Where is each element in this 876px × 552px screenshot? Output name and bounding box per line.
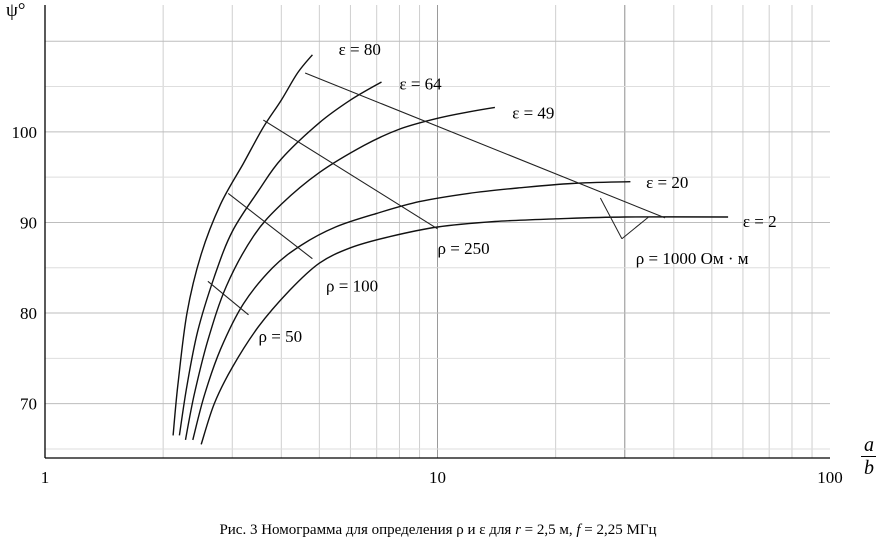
curve-label: ε = 49	[512, 103, 554, 122]
rho-1000-leader-line	[621, 216, 649, 240]
isoline-3	[304, 72, 666, 219]
caption-prefix: Рис. 3 Номограмма для определения ρ и ε …	[219, 522, 516, 538]
x-axis-title: a b	[859, 434, 876, 479]
series-line-1	[178, 81, 382, 436]
curve-label: ρ = 50	[259, 327, 303, 346]
curve-label: ε = 64	[399, 74, 442, 93]
y-tick-label: 80	[20, 304, 37, 323]
isoline-0	[207, 280, 249, 316]
series-line-4	[200, 216, 729, 445]
x-tick-label: 100	[817, 468, 843, 487]
y-tick-label: 90	[20, 213, 37, 232]
y-axis-title: ψ°	[6, 0, 26, 21]
figure-caption: Рис. 3 Номограмма для определения ρ и ε …	[0, 522, 876, 539]
axes	[44, 5, 830, 459]
caption-r-variable: r	[515, 522, 521, 538]
series-line-2	[184, 106, 496, 441]
isoline-2	[263, 119, 438, 230]
caption-f-value: = 2,25 МГц	[580, 522, 657, 538]
caption-f-variable: f	[576, 522, 581, 538]
curve-label: ε = 2	[743, 212, 777, 231]
series-line-3	[192, 181, 631, 441]
fraction-bar	[861, 456, 876, 457]
isolines	[207, 72, 666, 316]
rho-1000-leader-line	[599, 197, 623, 239]
series-curves	[172, 54, 729, 445]
series-line-0	[172, 54, 313, 436]
grid-lines	[45, 5, 830, 458]
y-tick-label: 100	[12, 123, 38, 142]
curve-label: ε = 20	[646, 173, 688, 192]
x-axis-title-denominator: b	[864, 457, 874, 479]
curve-label: ρ = 100	[326, 276, 378, 295]
curve-label: ε = 80	[339, 40, 381, 59]
y-tick-label: 70	[20, 395, 37, 414]
x-tick-label: 1	[41, 468, 50, 487]
curve-label: ρ = 1000 Ом · м	[636, 249, 749, 268]
isoline-1	[227, 193, 313, 260]
caption-r-value: = 2,5 м,	[520, 522, 577, 538]
x-axis-title-numerator: a	[864, 434, 874, 456]
curve-label: ρ = 250	[438, 239, 490, 258]
x-tick-label: 10	[429, 468, 446, 487]
curve-labels: ε = 80 ε = 64 ε = 49 ε = 20 ε = 2 ρ = 250 ρ = …	[259, 40, 777, 346]
